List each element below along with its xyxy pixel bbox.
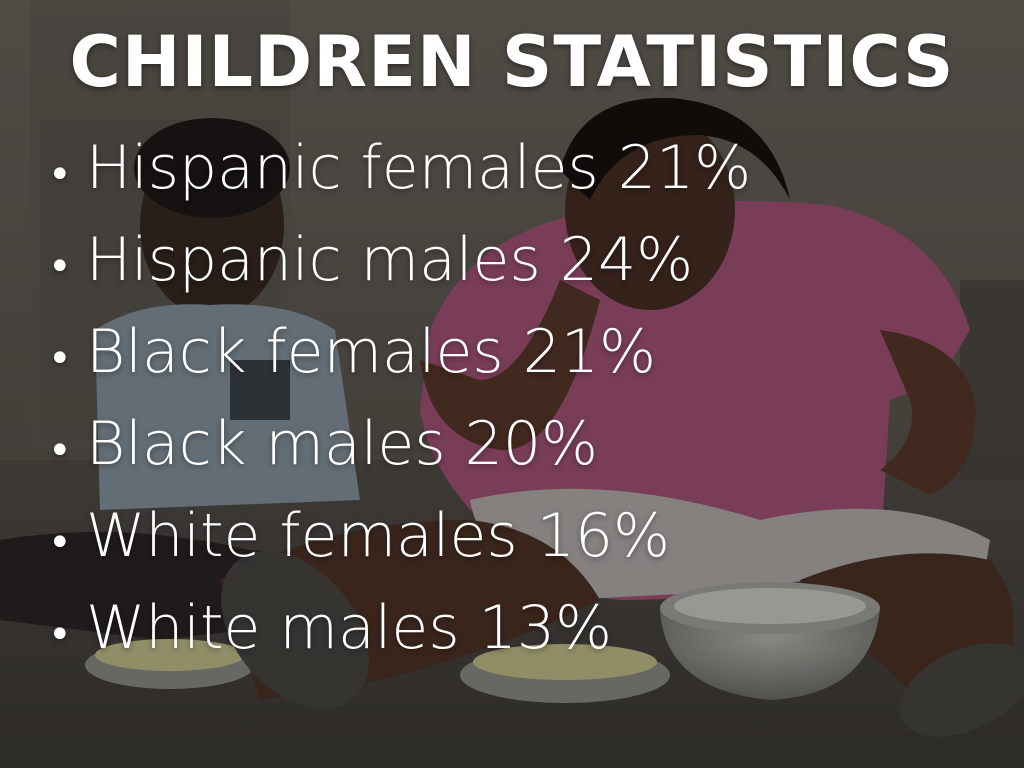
list-item: • White males 13% bbox=[48, 582, 751, 674]
bullet-icon: • bbox=[48, 152, 72, 198]
list-item: • Black females 21% bbox=[48, 306, 751, 398]
statistics-list: • Hispanic females 21% • Hispanic males … bbox=[48, 122, 751, 674]
list-item: • White females 16% bbox=[48, 490, 751, 582]
bullet-icon: • bbox=[48, 520, 72, 566]
stat-black-males: Black males 20% bbox=[86, 409, 599, 479]
stat-white-males: White males 13% bbox=[86, 593, 613, 663]
bullet-icon: • bbox=[48, 336, 72, 382]
bullet-icon: • bbox=[48, 612, 72, 658]
list-item: • Hispanic females 21% bbox=[48, 122, 751, 214]
slide-title: CHILDREN STATISTICS bbox=[69, 21, 955, 103]
bullet-icon: • bbox=[48, 244, 72, 290]
list-item: • Hispanic males 24% bbox=[48, 214, 751, 306]
stat-black-females: Black females 21% bbox=[86, 317, 657, 387]
bullet-icon: • bbox=[48, 428, 72, 474]
stat-hispanic-females: Hispanic females 21% bbox=[86, 133, 752, 203]
stat-white-females: White females 16% bbox=[86, 501, 671, 571]
list-item: • Black males 20% bbox=[48, 398, 751, 490]
stat-hispanic-males: Hispanic males 24% bbox=[86, 225, 694, 295]
